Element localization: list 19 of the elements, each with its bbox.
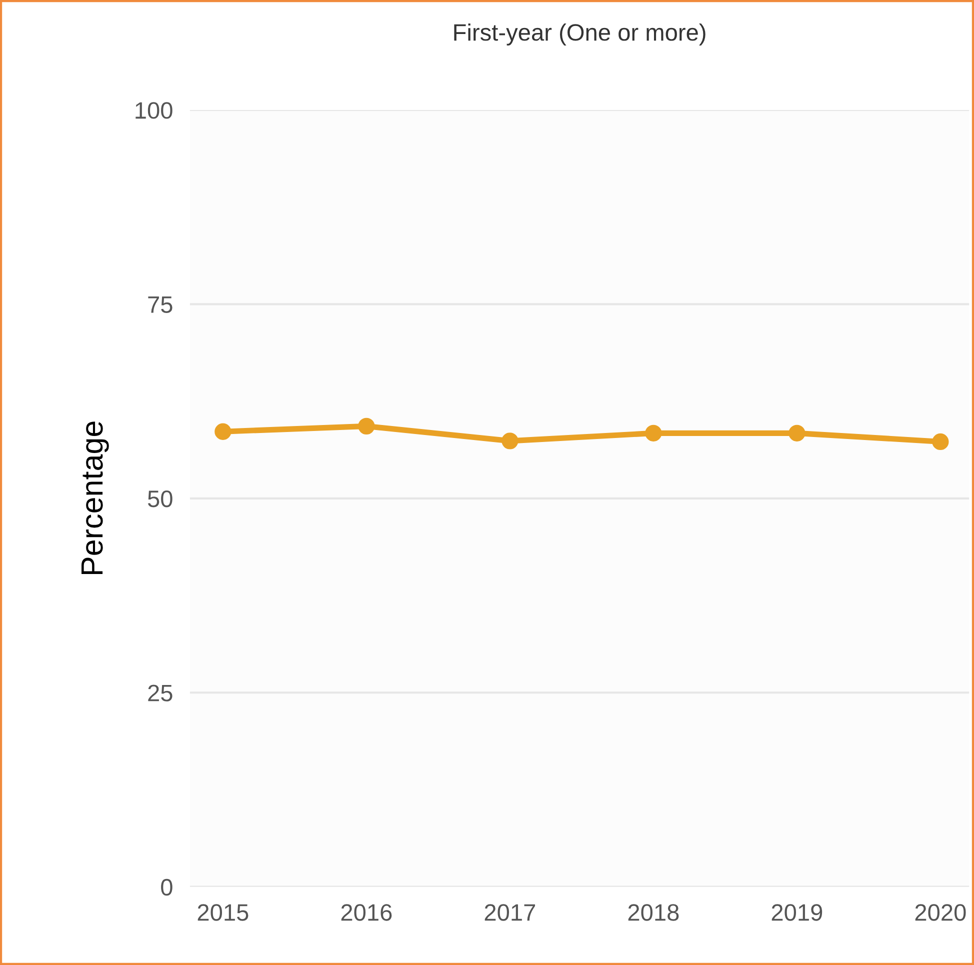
- point: [932, 433, 949, 450]
- y-axis-title: Percentage: [82, 422, 109, 574]
- y-tick-label: 25: [148, 684, 172, 702]
- y-tick-label: 0: [161, 878, 172, 896]
- x-tick-label: 2020: [915, 904, 966, 921]
- point: [358, 418, 375, 435]
- chart-title: First-year (One or more): [454, 23, 706, 46]
- x-tick-label: 2019: [772, 904, 822, 921]
- point: [214, 423, 232, 440]
- x-tick-label: 2016: [341, 904, 392, 921]
- y-tick-label: 100: [136, 102, 172, 119]
- x-tick-label: 2017: [484, 904, 536, 921]
- x-tick-label: 2018: [628, 904, 679, 921]
- x-tick-label: 2015: [198, 904, 248, 921]
- point: [645, 424, 662, 442]
- point: [502, 432, 518, 450]
- y-tick-label: 50: [148, 490, 172, 508]
- y-tick-label: 75: [148, 296, 172, 314]
- point: [788, 424, 806, 442]
